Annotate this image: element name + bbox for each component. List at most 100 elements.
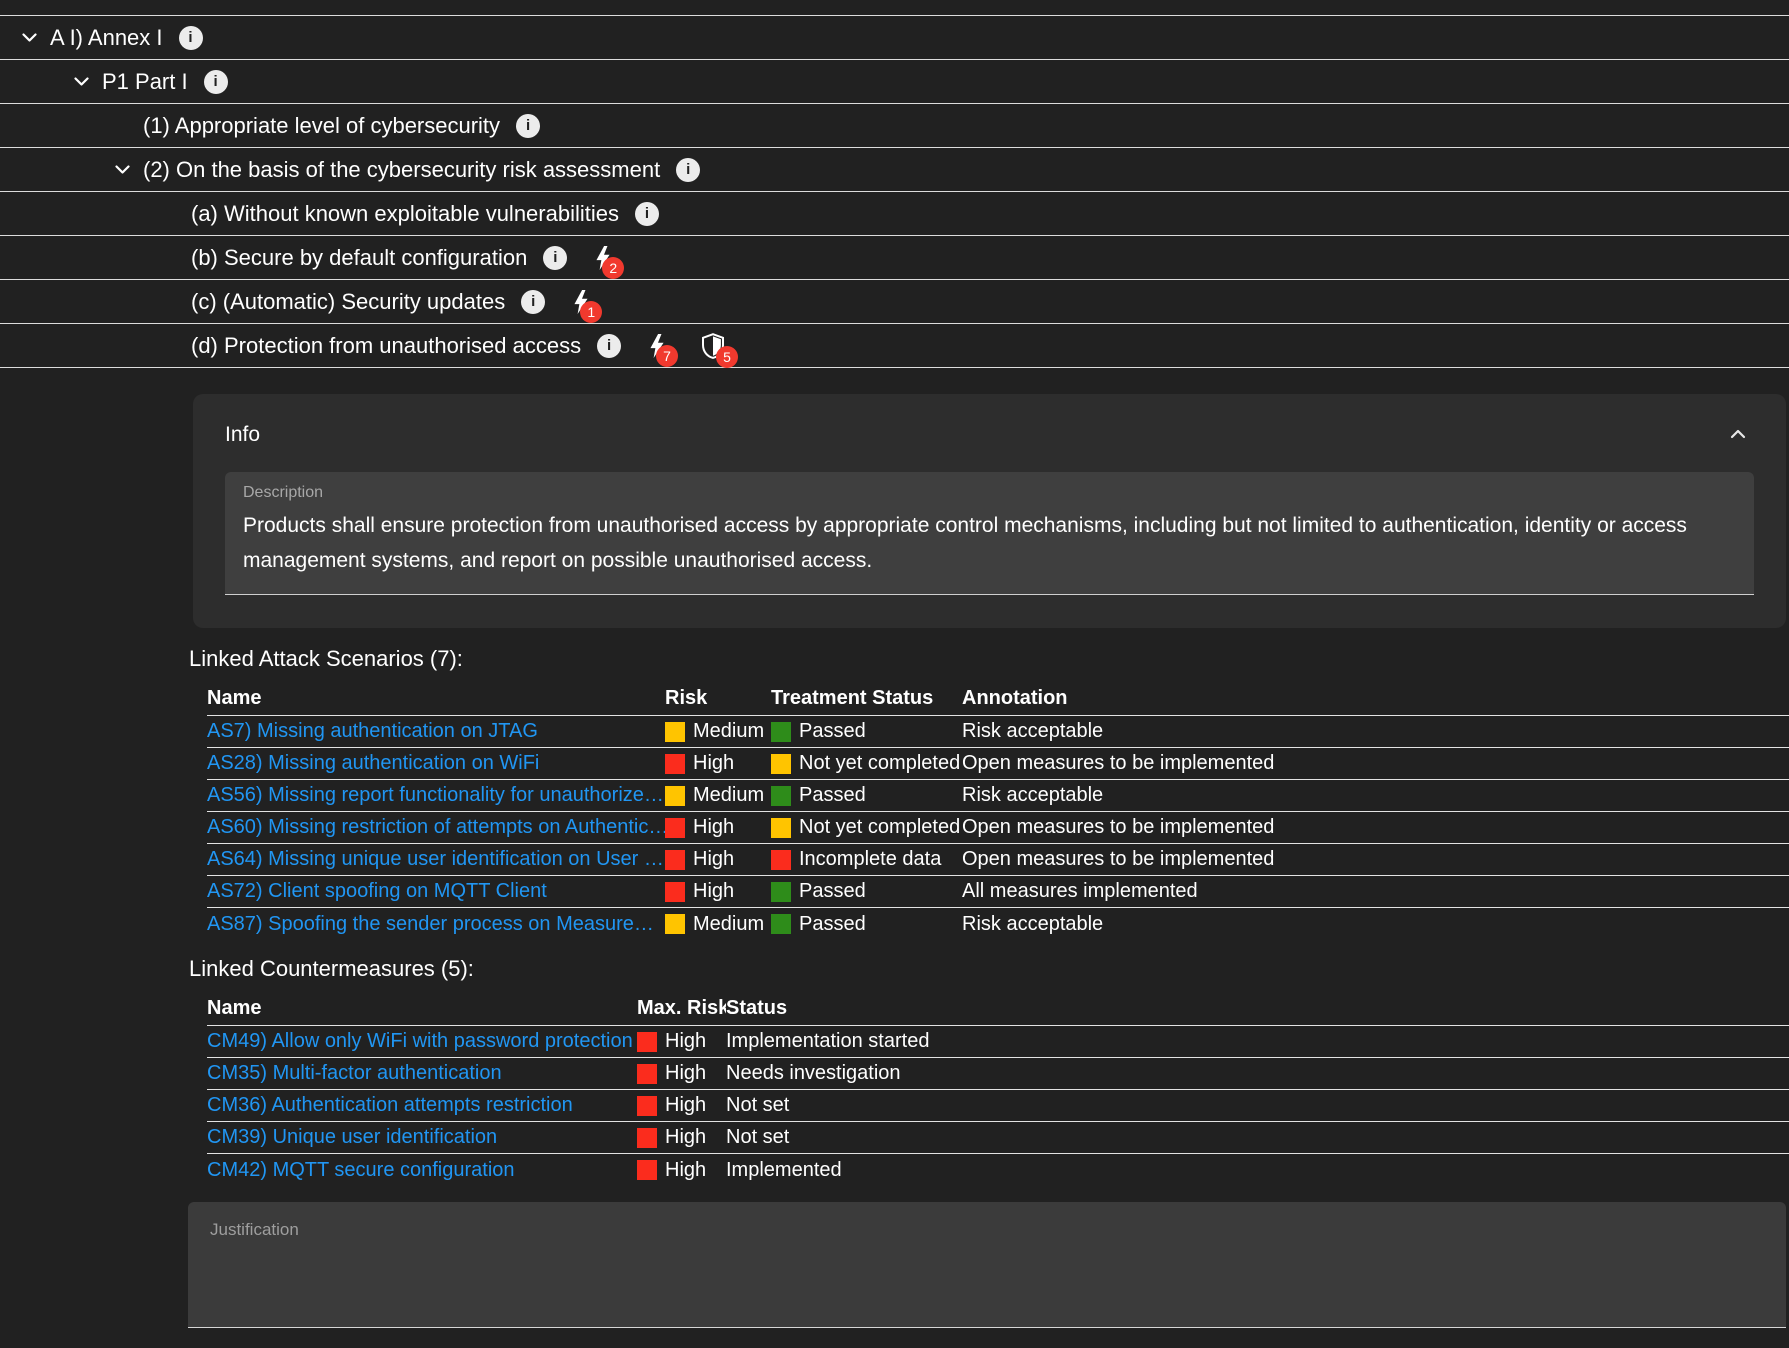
description-field: Description Products shall ensure protec… [225, 472, 1754, 595]
info-icon[interactable]: i [543, 245, 568, 270]
risk-chip [665, 817, 685, 838]
risk-chip [665, 914, 685, 934]
countermeasure-row: CM36) Authentication attempts restrictio… [207, 1090, 1789, 1122]
tree-row-label: (d) Protection from unauthorised access [191, 332, 582, 358]
attack-scenario-link[interactable]: AS72) Client spoofing on MQTT Client [207, 880, 547, 902]
status-label: Implemented [726, 1158, 842, 1181]
countermeasure-row: CM39) Unique user identification High No… [207, 1122, 1789, 1154]
description-label: Description [243, 484, 324, 501]
attack-count-badge: 1 [580, 300, 603, 323]
attack-count-badge: 2 [602, 256, 625, 279]
requirements-page: A I) Annex I i P1 Part I i (1) Appropria… [0, 15, 1789, 1348]
tree-row[interactable]: (c) (Automatic) Security updates i 1 [0, 280, 1789, 324]
countermeasure-link[interactable]: CM35) Multi-factor authentication [207, 1062, 502, 1084]
treatment-status-label: Incomplete data [799, 848, 942, 870]
treatment-status-chip [771, 849, 791, 870]
tree-row-label: (2) On the basis of the cybersecurity ri… [143, 156, 661, 182]
countermeasure-row: CM35) Multi-factor authentication High N… [207, 1058, 1789, 1090]
tree-row[interactable]: (1) Appropriate level of cybersecurity i [0, 104, 1789, 148]
justification-field[interactable]: Justification [188, 1202, 1786, 1328]
attack-scenario-row: AS87) Spoofing the sender process on Mea… [207, 908, 1789, 940]
tree-row-label: (1) Appropriate level of cybersecurity [143, 112, 501, 138]
chevron-down-icon[interactable] [19, 33, 39, 42]
info-icon[interactable]: i [203, 69, 228, 94]
column-header-risk: Risk [665, 687, 708, 709]
justification-label: Justification [210, 1220, 299, 1239]
description-text: Products shall ensure protection from un… [243, 514, 1687, 572]
treatment-status-chip [771, 914, 791, 934]
max-risk-chip [637, 1095, 657, 1116]
column-header-name: Name [207, 997, 262, 1019]
tree-row[interactable]: (d) Protection from unauthorised access … [0, 324, 1789, 368]
tree-row-label: P1 Part I [102, 68, 188, 94]
attack-scenarios-bolt-icon[interactable]: 2 [595, 245, 625, 279]
attack-scenario-link[interactable]: AS7) Missing authentication on JTAG [207, 720, 538, 742]
risk-chip [665, 721, 685, 742]
tree-row[interactable]: P1 Part I i [0, 60, 1789, 104]
max-risk-label: High [665, 1158, 707, 1181]
requirements-tree: A I) Annex I i P1 Part I i (1) Appropria… [0, 15, 1789, 368]
annotation-text: Open measures to be implemented [962, 816, 1275, 838]
max-risk-chip [637, 1063, 657, 1084]
annotation-text: Open measures to be implemented [962, 752, 1275, 774]
attack-count-badge: 7 [656, 344, 679, 367]
countermeasures-table: Name Max. Risk Status CM49) Allow only W… [207, 992, 1789, 1186]
info-icon[interactable]: i [635, 201, 659, 226]
attack-scenario-row: AS7) Missing authentication on JTAG Medi… [207, 716, 1789, 748]
risk-label: High [693, 752, 735, 774]
attack-scenarios-table: Name Risk Treatment Status Annotation AS… [207, 682, 1789, 940]
column-header-max-risk: Max. Risk [637, 997, 726, 1019]
attack-scenario-row: AS56) Missing report functionality for u… [207, 780, 1789, 812]
treatment-status-label: Passed [799, 912, 866, 935]
treatment-status-chip [771, 817, 791, 838]
info-icon[interactable]: i [597, 333, 622, 358]
attack-scenario-link[interactable]: AS87) Spoofing the sender process on Mea… [207, 912, 654, 935]
max-risk-chip [637, 1031, 657, 1052]
countermeasure-row: CM42) MQTT secure configuration High Imp… [207, 1154, 1789, 1186]
countermeasure-link[interactable]: CM49) Allow only WiFi with password prot… [207, 1030, 633, 1052]
chevron-down-icon[interactable] [71, 77, 91, 86]
max-risk-chip [637, 1160, 657, 1180]
treatment-status-chip [771, 881, 791, 902]
info-icon[interactable]: i [178, 25, 203, 50]
risk-label: Medium [693, 784, 765, 806]
countermeasures-shield-icon[interactable]: 5 [701, 332, 739, 368]
status-label: Needs investigation [726, 1062, 901, 1084]
countermeasure-link[interactable]: CM36) Authentication attempts restrictio… [207, 1094, 573, 1116]
attack-scenarios-bolt-icon[interactable]: 7 [649, 333, 679, 367]
tree-row[interactable]: (a) Without known exploitable vulnerabil… [0, 192, 1789, 236]
column-header-name: Name [207, 687, 262, 709]
risk-chip [665, 785, 685, 806]
attack-scenarios-heading: Linked Attack Scenarios (7): [189, 646, 463, 671]
max-risk-label: High [665, 1094, 707, 1116]
countermeasures-heading: Linked Countermeasures (5): [189, 956, 474, 981]
risk-label: Medium [693, 720, 765, 742]
tree-row-label: (a) Without known exploitable vulnerabil… [191, 200, 619, 226]
countermeasure-link[interactable]: CM42) MQTT secure configuration [207, 1158, 515, 1181]
attack-scenario-link[interactable]: AS64) Missing unique user identification… [207, 848, 664, 870]
info-panel: Info Description Products shall ensure p… [193, 394, 1786, 628]
treatment-status-label: Passed [799, 720, 866, 742]
tree-row[interactable]: (b) Secure by default configuration i 2 [0, 236, 1789, 280]
risk-chip [665, 881, 685, 902]
countermeasure-row: CM49) Allow only WiFi with password prot… [207, 1026, 1789, 1058]
tree-row[interactable]: A I) Annex I i [0, 16, 1789, 60]
status-label: Not set [726, 1126, 790, 1148]
attack-scenario-link[interactable]: AS56) Missing report functionality for u… [207, 784, 664, 806]
attack-scenarios-bolt-icon[interactable]: 1 [573, 289, 603, 323]
annotation-text: All measures implemented [962, 880, 1198, 902]
attack-scenario-link[interactable]: AS60) Missing restriction of attempts on… [207, 816, 665, 838]
chevron-down-icon[interactable] [112, 165, 132, 174]
chevron-up-icon[interactable] [1722, 422, 1754, 448]
countermeasure-count-badge: 5 [716, 345, 739, 368]
tree-row[interactable]: (2) On the basis of the cybersecurity ri… [0, 148, 1789, 192]
treatment-status-label: Passed [799, 880, 866, 902]
annotation-text: Risk acceptable [962, 912, 1104, 935]
treatment-status-label: Not yet completed [799, 816, 961, 838]
info-icon[interactable]: i [676, 157, 701, 182]
attack-scenario-link[interactable]: AS28) Missing authentication on WiFi [207, 752, 540, 774]
info-icon[interactable]: i [521, 289, 546, 314]
countermeasure-link[interactable]: CM39) Unique user identification [207, 1126, 498, 1148]
treatment-status-label: Passed [799, 784, 866, 806]
info-icon[interactable]: i [516, 113, 541, 138]
